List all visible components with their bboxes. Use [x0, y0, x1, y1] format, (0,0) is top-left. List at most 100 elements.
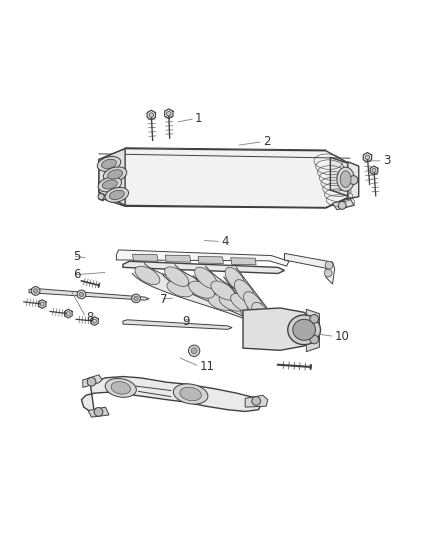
Polygon shape: [165, 255, 191, 262]
Circle shape: [79, 292, 84, 297]
Text: 5: 5: [73, 249, 80, 263]
Polygon shape: [99, 149, 350, 207]
Ellipse shape: [231, 294, 255, 312]
Circle shape: [325, 261, 333, 269]
Ellipse shape: [110, 190, 124, 199]
Circle shape: [252, 397, 261, 405]
Ellipse shape: [293, 319, 315, 340]
Polygon shape: [162, 265, 272, 327]
Polygon shape: [64, 309, 72, 318]
Text: 2: 2: [263, 135, 270, 148]
Circle shape: [94, 408, 103, 416]
Circle shape: [338, 201, 346, 209]
Polygon shape: [224, 268, 273, 326]
Polygon shape: [91, 317, 99, 326]
Ellipse shape: [337, 167, 354, 191]
Polygon shape: [123, 320, 232, 329]
Ellipse shape: [102, 159, 117, 168]
Circle shape: [67, 312, 71, 316]
Ellipse shape: [252, 302, 272, 326]
Circle shape: [349, 176, 358, 184]
Circle shape: [310, 314, 318, 323]
Circle shape: [166, 111, 171, 116]
Polygon shape: [243, 308, 315, 350]
Ellipse shape: [135, 266, 160, 285]
Polygon shape: [245, 395, 268, 407]
Text: 4: 4: [221, 235, 229, 248]
Circle shape: [40, 302, 44, 306]
Text: 10: 10: [335, 330, 350, 343]
Ellipse shape: [98, 177, 122, 192]
Polygon shape: [193, 266, 272, 327]
Circle shape: [92, 319, 96, 323]
Circle shape: [98, 193, 104, 200]
Circle shape: [372, 168, 376, 172]
Ellipse shape: [102, 180, 117, 189]
Circle shape: [310, 335, 318, 344]
Circle shape: [132, 294, 141, 303]
Ellipse shape: [208, 294, 234, 310]
Ellipse shape: [97, 157, 121, 171]
Ellipse shape: [111, 382, 131, 394]
Circle shape: [31, 287, 40, 295]
Circle shape: [87, 377, 96, 386]
Polygon shape: [330, 157, 350, 197]
Polygon shape: [198, 256, 223, 263]
Circle shape: [77, 290, 86, 299]
Circle shape: [191, 348, 197, 354]
Circle shape: [365, 155, 370, 159]
Polygon shape: [306, 309, 319, 352]
Ellipse shape: [105, 378, 136, 397]
Polygon shape: [165, 109, 173, 118]
Polygon shape: [285, 253, 335, 284]
Polygon shape: [99, 192, 103, 201]
Polygon shape: [332, 199, 354, 210]
Polygon shape: [99, 149, 125, 205]
Circle shape: [134, 296, 138, 301]
Ellipse shape: [244, 292, 264, 315]
Ellipse shape: [108, 169, 123, 179]
Ellipse shape: [167, 281, 193, 297]
Ellipse shape: [165, 267, 189, 286]
Circle shape: [324, 269, 332, 277]
Ellipse shape: [234, 280, 254, 303]
Circle shape: [188, 345, 200, 357]
Text: 3: 3: [383, 155, 390, 167]
Ellipse shape: [240, 305, 266, 322]
Text: 9: 9: [182, 314, 189, 328]
Polygon shape: [133, 254, 158, 261]
Ellipse shape: [247, 304, 271, 324]
Polygon shape: [88, 407, 109, 417]
Text: 1: 1: [195, 112, 202, 125]
Ellipse shape: [105, 188, 129, 203]
Polygon shape: [123, 261, 285, 273]
Circle shape: [149, 113, 153, 117]
Polygon shape: [132, 263, 271, 328]
Polygon shape: [370, 166, 378, 175]
Ellipse shape: [189, 281, 215, 298]
Ellipse shape: [173, 384, 208, 404]
Polygon shape: [83, 375, 102, 387]
Circle shape: [33, 289, 38, 293]
Ellipse shape: [180, 387, 201, 401]
Polygon shape: [81, 376, 263, 414]
Text: 6: 6: [73, 269, 80, 281]
Polygon shape: [39, 300, 46, 309]
Ellipse shape: [340, 171, 351, 188]
Ellipse shape: [219, 294, 245, 311]
Ellipse shape: [244, 305, 268, 323]
Text: 7: 7: [160, 293, 168, 305]
Ellipse shape: [225, 268, 245, 291]
Ellipse shape: [103, 167, 127, 182]
Polygon shape: [231, 258, 256, 265]
Polygon shape: [348, 161, 359, 199]
Polygon shape: [29, 288, 149, 300]
Ellipse shape: [211, 281, 235, 300]
Ellipse shape: [194, 267, 217, 288]
Polygon shape: [117, 250, 289, 266]
Text: 11: 11: [199, 360, 214, 373]
Polygon shape: [363, 152, 371, 162]
Ellipse shape: [288, 315, 321, 345]
Text: 8: 8: [86, 311, 93, 324]
Polygon shape: [147, 110, 155, 120]
